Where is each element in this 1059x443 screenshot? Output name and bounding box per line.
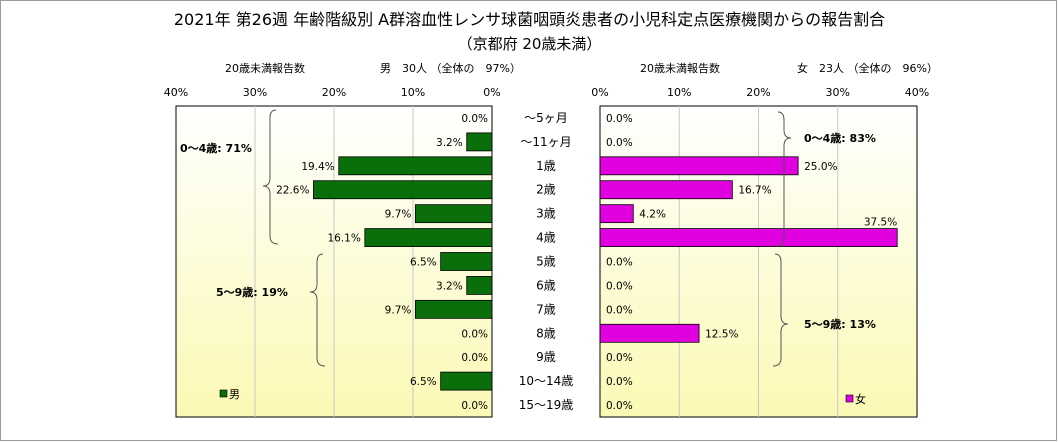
female-bar-label: 0.0% (606, 400, 633, 412)
category-label: ～5ヶ月 (524, 111, 568, 125)
female-bar-label: 12.5% (705, 328, 738, 340)
female-bar-label: 0.0% (606, 280, 633, 292)
category-label: 3歳 (536, 207, 556, 221)
male-bar (466, 276, 493, 295)
male-group-label-0-4: 0～4歳: 71% (180, 141, 252, 155)
male-group-label-5-9: 5～9歳: 19% (216, 285, 288, 299)
female-legend-label: 女 (855, 392, 866, 406)
female-tick-label: 30% (826, 86, 850, 99)
female-brace-5-9 (772, 253, 789, 367)
male-bar (313, 180, 493, 200)
female-bar (599, 156, 799, 176)
male-bar (414, 204, 493, 224)
chart-subtitle: （京都府 20歳未満） (457, 35, 602, 53)
male-bar (440, 252, 493, 271)
male-bar (466, 132, 493, 152)
male-bar-label: 19.4% (301, 161, 334, 173)
female-header-right: 女 23人 （全体の 96%） (797, 61, 938, 75)
category-label: 8歳 (536, 326, 556, 340)
female-bar-label: 4.2% (639, 209, 666, 221)
female-header-left: 20歳未満報告数 (640, 62, 720, 75)
male-legend-label: 男 (229, 388, 240, 401)
female-bar (599, 204, 634, 224)
female-bar-label: 37.5% (864, 217, 897, 229)
chart-title: 2021年 第26週 年齢階級別 A群溶血性レンサ球菌咽頭炎患者の小児科定点医療… (173, 10, 886, 29)
male-legend-swatch (219, 389, 228, 398)
category-label: 6歳 (536, 278, 556, 292)
female-bar-label: 0.0% (606, 352, 633, 364)
male-bar-label: 6.5% (410, 376, 437, 388)
category-label: 7歳 (536, 302, 556, 316)
category-label: 4歳 (536, 231, 556, 245)
category-label: 1歳 (536, 159, 556, 173)
male-header-left: 20歳未満報告数 (225, 62, 305, 75)
category-label: 15～19歳 (519, 398, 574, 412)
male-tick-label: 40% (164, 86, 188, 99)
male-bar-label: 0.0% (461, 400, 488, 412)
male-bar-label: 3.2% (436, 137, 463, 149)
female-brace-0-4 (775, 111, 792, 247)
male-bar-label: 16.1% (327, 233, 360, 245)
female-tick-label: 10% (667, 86, 691, 99)
category-label: 2歳 (536, 183, 556, 197)
female-bar (599, 228, 898, 247)
female-bar-label: 0.0% (606, 304, 633, 316)
female-bar-label: 16.7% (738, 185, 771, 197)
category-label: ～11ヶ月 (520, 135, 571, 149)
male-bar-label: 0.0% (461, 328, 488, 340)
male-bar (364, 228, 493, 247)
female-bar (599, 180, 733, 200)
female-bar-label: 0.0% (606, 257, 633, 269)
male-bar-label: 22.6% (276, 185, 309, 197)
female-tick-label: 20% (746, 86, 770, 99)
female-legend-swatch (845, 394, 854, 403)
male-brace-0-4 (262, 109, 279, 245)
male-bar-label: 3.2% (436, 280, 463, 292)
female-tick-label: 0% (591, 86, 608, 99)
female-bar (599, 323, 700, 343)
male-bar-label: 9.7% (385, 209, 412, 221)
male-tick-label: 10% (401, 86, 425, 99)
female-bar-label: 0.0% (606, 113, 633, 125)
male-brace-5-9 (309, 253, 326, 367)
category-label: 9歳 (536, 350, 556, 364)
male-bar-label: 6.5% (410, 257, 437, 269)
male-tick-label: 20% (322, 86, 346, 99)
female-group-label-0-4: 0～4歳: 83% (804, 131, 876, 145)
male-bar-label: 0.0% (461, 352, 488, 364)
male-header-right: 男 30人 （全体の 97%） (380, 61, 521, 75)
male-tick-label: 30% (243, 86, 267, 99)
female-bar-label: 0.0% (606, 376, 633, 388)
male-bar (440, 371, 493, 391)
male-bar-label: 9.7% (385, 304, 412, 316)
female-bar-label: 25.0% (804, 161, 837, 173)
female-group-label-5-9: 5～9歳: 13% (804, 317, 876, 331)
male-bar (414, 299, 493, 319)
category-label: 10～14歳 (519, 374, 574, 388)
male-bar (338, 156, 493, 176)
female-tick-label: 40% (905, 86, 929, 99)
category-label: 5歳 (536, 255, 556, 269)
male-tick-label: 0% (483, 86, 500, 99)
male-bar-label: 0.0% (461, 113, 488, 125)
female-bar-label: 0.0% (606, 137, 633, 149)
